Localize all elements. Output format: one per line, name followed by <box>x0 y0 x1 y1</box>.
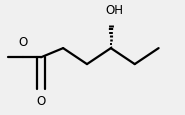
Text: OH: OH <box>105 4 124 17</box>
Text: O: O <box>36 94 46 107</box>
Text: O: O <box>18 36 27 49</box>
